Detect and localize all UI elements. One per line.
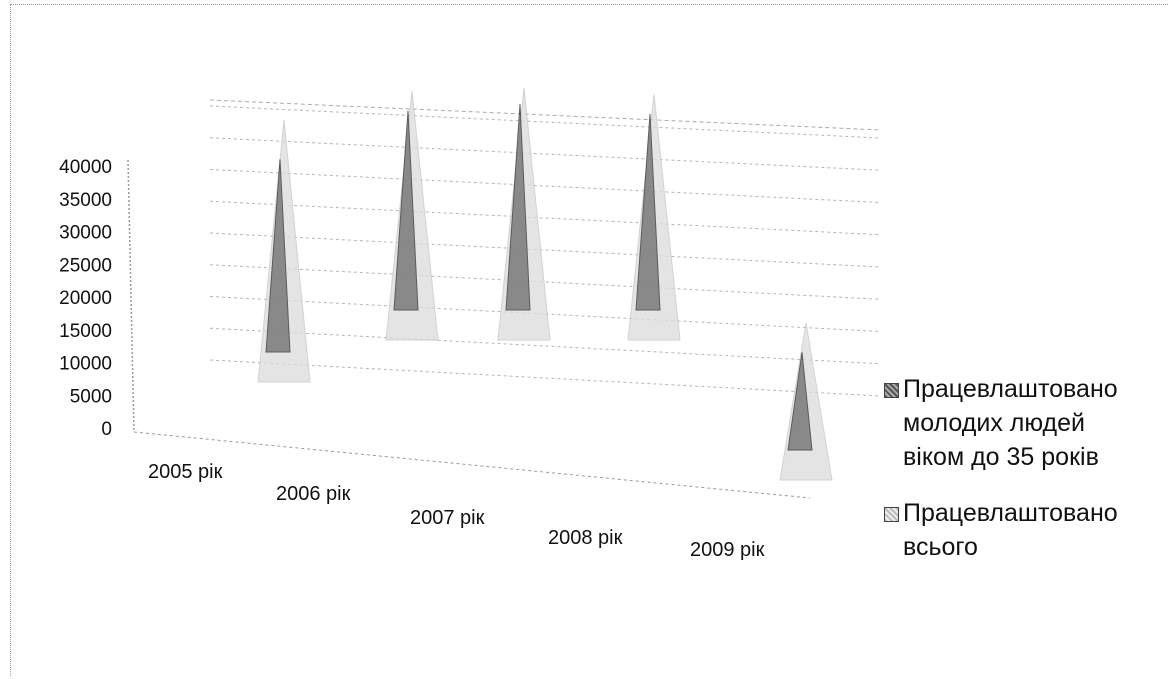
back-wall-top bbox=[209, 99, 880, 131]
gridline bbox=[209, 200, 880, 236]
y-tick-label: 20000 bbox=[59, 288, 112, 309]
y-tick-label: 0 bbox=[101, 419, 112, 440]
legend-label-youth: Працевлаштовано молодих людей віком до 3… bbox=[903, 375, 1118, 471]
bar-youth-0 bbox=[265, 159, 291, 353]
x-tick-labels: 2005 рік 2006 рік 2007 рік 2008 рік 2009 рік bbox=[148, 461, 765, 561]
bars bbox=[257, 87, 833, 481]
gridline bbox=[209, 296, 880, 332]
x-tick-label: 2007 рік bbox=[410, 507, 485, 529]
y-tick-label: 35000 bbox=[59, 190, 112, 211]
legend-label-total: Працевлаштовано всього bbox=[903, 499, 1118, 561]
chart-frame bbox=[10, 4, 1168, 676]
gridline bbox=[209, 137, 880, 171]
bar-youth-4 bbox=[787, 352, 813, 451]
floor-line bbox=[133, 431, 811, 499]
x-tick-label: 2006 рік bbox=[276, 483, 351, 505]
bar-youth-2 bbox=[505, 104, 531, 311]
gridlines bbox=[209, 99, 880, 397]
gridline bbox=[209, 327, 880, 365]
x-tick-label: 2008 рік bbox=[548, 527, 623, 549]
y-tick-label: 25000 bbox=[59, 255, 112, 276]
y-tick-label: 10000 bbox=[59, 354, 112, 375]
legend-swatch-youth bbox=[884, 383, 899, 398]
gridline bbox=[209, 169, 880, 203]
gridline bbox=[209, 264, 880, 300]
legend: Працевлаштовано молодих людей віком до 3… bbox=[884, 372, 1169, 586]
gridline bbox=[209, 232, 880, 268]
y-tick-label: 30000 bbox=[59, 223, 112, 244]
y-tick-labels: 40000 35000 30000 25000 20000 15000 10000 5000 0 bbox=[59, 157, 112, 440]
bar-youth-1 bbox=[393, 110, 419, 311]
y-tick-label: 5000 bbox=[70, 386, 112, 407]
legend-item-total: Працевлаштовано всього bbox=[884, 496, 1169, 564]
x-tick-label: 2005 рік bbox=[148, 461, 223, 483]
y-tick-label: 40000 bbox=[59, 157, 112, 178]
y-tick-label: 15000 bbox=[59, 321, 112, 342]
y-axis-line bbox=[127, 159, 135, 433]
x-tick-label: 2009 рік bbox=[690, 539, 765, 561]
chart-plot: 40000 35000 30000 25000 20000 15000 10000 5000 0… bbox=[59, 87, 880, 561]
bar-youth-3 bbox=[635, 113, 661, 311]
gridline bbox=[209, 359, 880, 397]
legend-swatch-total bbox=[884, 507, 899, 522]
axes bbox=[127, 159, 811, 499]
legend-item-youth: Працевлаштовано молодих людей віком до 3… bbox=[884, 372, 1169, 474]
gridline bbox=[209, 105, 880, 139]
